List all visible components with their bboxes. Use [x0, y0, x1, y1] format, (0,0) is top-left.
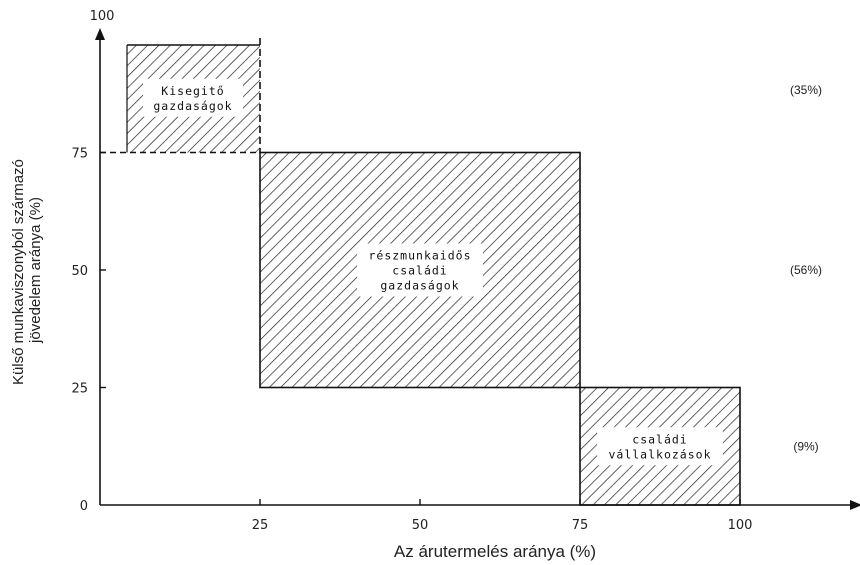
y-axis-title: Külső munkaviszonyból származó jövedelem… [10, 155, 44, 385]
region-label: gazdaságok [153, 99, 232, 113]
region-fill [259, 151, 581, 389]
region-label-bg [143, 78, 243, 117]
y-tick-label: 0 [80, 499, 88, 514]
x-tick-label: 25 [252, 518, 269, 533]
y-axis-title-line-1: Külső munkaviszonyból származó [10, 159, 27, 385]
region-label: családi [392, 264, 447, 278]
x-tick-label: 50 [412, 518, 429, 533]
region-label: Kisegitő [161, 84, 224, 98]
region-label: részmunkaidős [368, 249, 471, 263]
x-tick-label: 75 [572, 518, 589, 533]
y-axis-arrow [95, 28, 105, 40]
x-tick-label: 100 [728, 518, 753, 533]
region-label: családi [632, 432, 687, 446]
region-label: vállalkozások [608, 447, 711, 461]
region-share: (56%) [790, 263, 822, 277]
x-axis-title: Az árutermelés aránya (%) [394, 542, 596, 561]
y-axis-title-line-2: jövedelem aránya (%) [27, 197, 44, 344]
region-label-bg [597, 427, 723, 466]
y-tick-label: 50 [71, 264, 88, 279]
y-tick-label: 25 [71, 382, 88, 397]
region-label-bg [357, 243, 483, 297]
y-tick-label: 75 [71, 147, 88, 162]
region-share: (9%) [793, 439, 818, 453]
region-label: gazdaságok [380, 279, 459, 293]
x-axis-arrow [850, 500, 860, 510]
y-tick-label: 100 [90, 9, 115, 24]
region-share: (35%) [790, 83, 822, 97]
